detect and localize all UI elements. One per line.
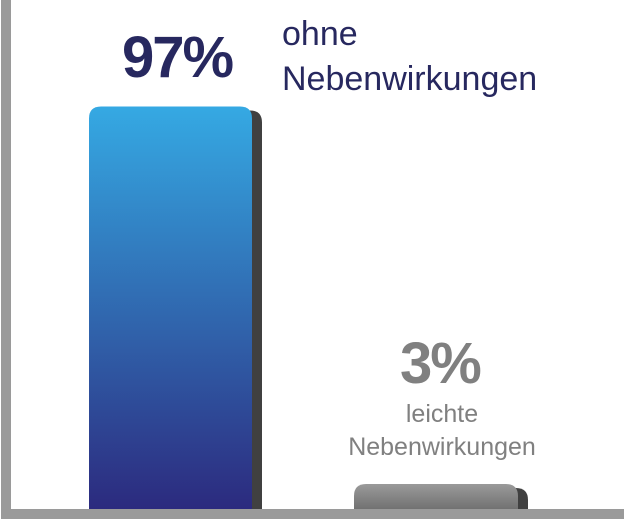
category-label-leichte-line2: Nebenwirkungen (348, 433, 536, 461)
value-label-leichte: 3% (400, 331, 482, 396)
category-label-ohne-line1: ohne (282, 15, 358, 53)
category-label-ohne: ohne Nebenwirkungen (282, 12, 537, 102)
value-label-ohne: 97% (122, 25, 234, 90)
bars-group (89, 106, 528, 510)
category-label-leichte-line1: leichte (405, 400, 479, 428)
category-label-leichte: leichte Nebenwirkungen (318, 398, 566, 464)
bar-leichte-nebenwirkungen (354, 484, 518, 510)
category-label-ohne-line2: Nebenwirkungen (282, 60, 538, 98)
bar-ohne-nebenwirkungen (89, 106, 252, 510)
